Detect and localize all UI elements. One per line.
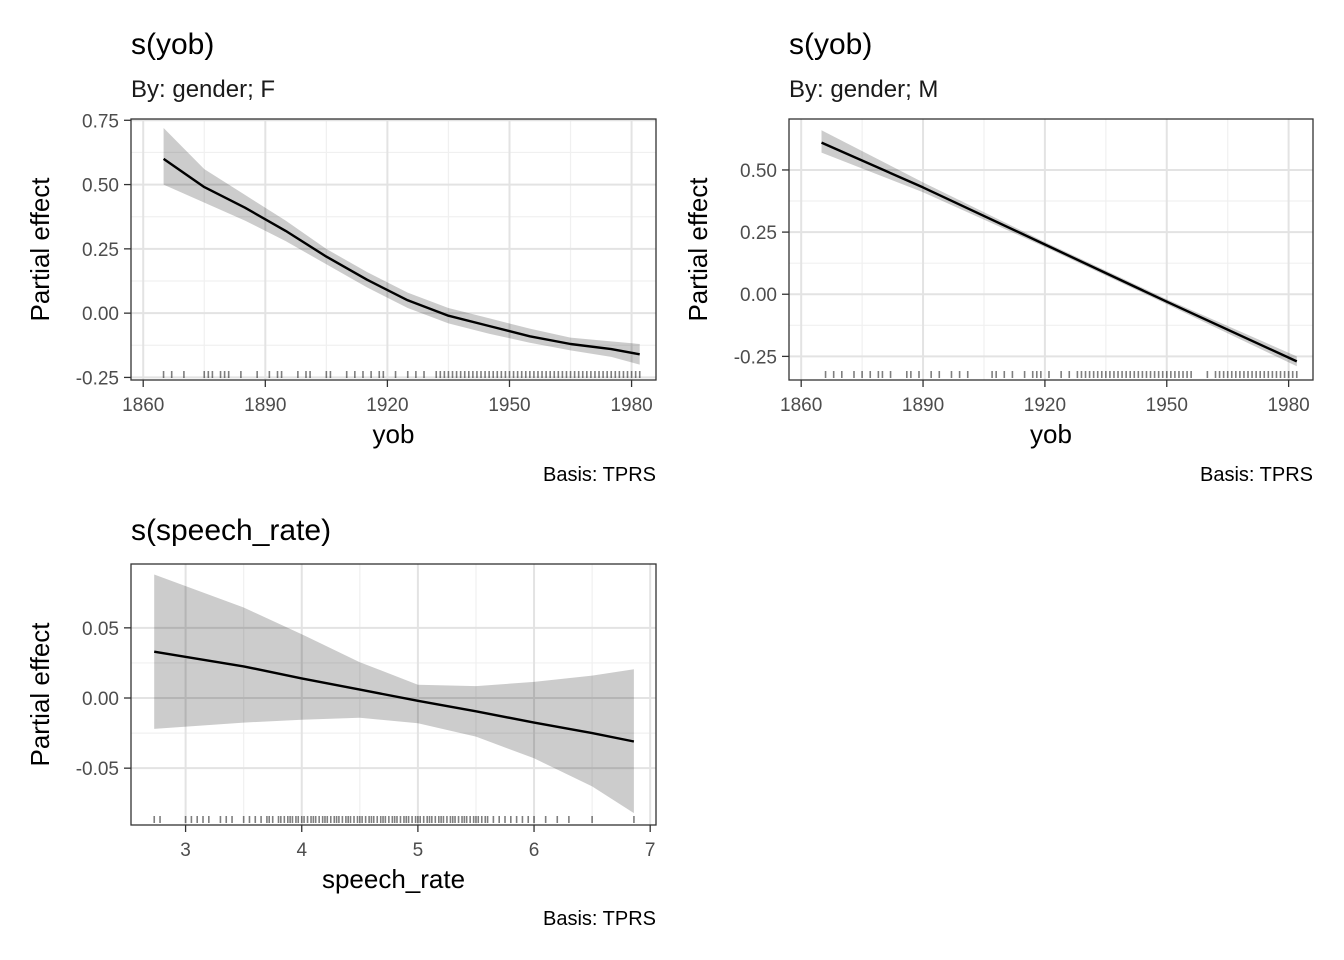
x-tick-label: 1920 [366,395,408,416]
y-axis-title: Partial effect [25,622,55,767]
panel-yob-female: 1860 1890 1920 1950 1980 -0.25 0.00 0.25 0.50 0.7… [25,28,657,486]
y-tick-label: -0.05 [76,759,119,780]
panel-title: s(speech_rate) [131,514,331,547]
confidence-band [154,574,634,814]
x-tick-label: 1950 [1146,395,1188,416]
plot-background [131,564,656,825]
panel-yob-male: 1860 1890 1920 1950 1980 -0.25 0.00 0.25 0.50 s(y… [683,28,1314,486]
basis-caption: Basis: TPRS [543,908,656,930]
x-axis-title: speech_rate [322,864,465,894]
x-tick-label: 1950 [488,395,530,416]
x-tick-label: 6 [529,840,540,861]
x-tick-label: 1890 [244,395,286,416]
y-tick-label: 0.75 [82,111,119,132]
panel-speech-rate: 3 4 5 6 7 -0.05 0.00 0.05 s(speech_rate) speech_r… [25,514,657,930]
panel-border [130,563,657,826]
panel-border [788,118,1314,381]
panel-subtitle: By: gender; M [789,76,938,103]
x-tick-label: 1860 [122,395,164,416]
fitted-smooth-line [821,141,1298,363]
x-tick-label: 3 [180,840,191,861]
x-tick-label: 1980 [1267,395,1309,416]
y-tick-label: -0.25 [734,347,777,368]
y-axis-title: Partial effect [683,177,713,322]
fitted-smooth-line [154,650,635,743]
x-tick-label: 1980 [610,395,652,416]
fitted-smooth-line [162,157,640,356]
y-tick-label: 0.25 [740,223,777,244]
y-tick-label: 0.00 [82,304,119,325]
panel-title: s(yob) [789,28,872,61]
basis-caption: Basis: TPRS [1200,464,1313,486]
x-tick-label: 5 [413,840,424,861]
panel-subtitle: By: gender; F [131,76,275,103]
x-tick-label: 7 [645,840,656,861]
x-tick-label: 1860 [780,395,822,416]
y-tick-label: 0.50 [740,161,777,182]
y-tick-label: 0.25 [82,240,119,261]
x-axis-title: yob [373,419,415,449]
basis-caption: Basis: TPRS [543,464,656,486]
y-tick-label: 0.00 [82,689,119,710]
y-tick-label: -0.25 [76,368,119,389]
confidence-band [163,128,640,365]
x-tick-label: 1920 [1024,395,1066,416]
plot-background [789,119,1313,380]
x-axis-title: yob [1030,419,1072,449]
panel-title: s(yob) [131,28,214,61]
y-tick-label: 0.50 [82,176,119,197]
y-axis-title: Partial effect [25,177,55,322]
x-tick-label: 1890 [902,395,944,416]
y-tick-label: 0.05 [82,619,119,640]
y-tick-label: 0.00 [740,285,777,306]
x-tick-label: 4 [296,840,307,861]
